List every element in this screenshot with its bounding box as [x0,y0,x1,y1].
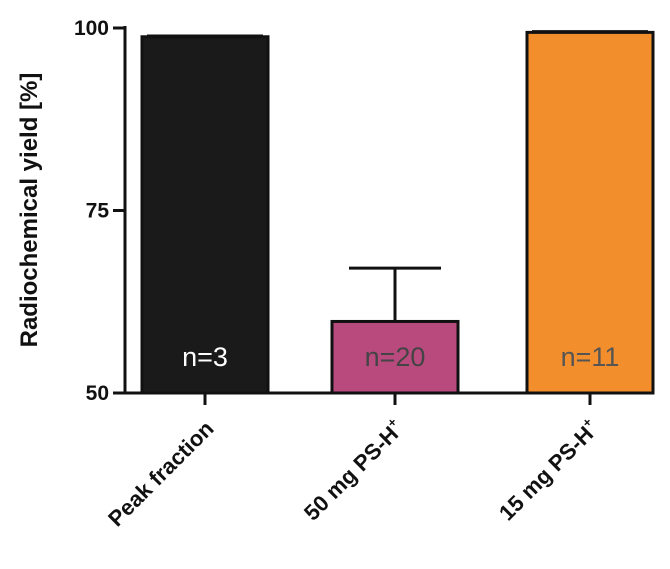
y-ticks: 50 75 100 [74,17,125,405]
bar [140,35,270,395]
bar [525,30,655,395]
x-tick-label: Peak fraction [103,416,218,531]
n-label: n=11 [561,342,620,372]
y-tick-label: 100 [74,17,109,40]
bars [140,30,655,395]
x-tick-label: 50 mg PS-H+ [298,414,409,525]
x-tick-label: 15 mg PS-H+ [493,414,604,525]
x-ticks: Peak fraction 50 mg PS-H+ 15 mg PS-H+ [103,393,604,531]
n-label: n=20 [365,342,426,372]
bar [330,319,460,395]
error-bars [147,30,648,322]
y-axis-label: Radiochemical yield [%] [16,73,43,348]
n-label: n=3 [182,342,228,372]
y-tick-label: 50 [86,382,109,405]
y-tick-label: 75 [86,200,110,223]
n-labels: n=3 n=20 n=11 [182,342,619,372]
